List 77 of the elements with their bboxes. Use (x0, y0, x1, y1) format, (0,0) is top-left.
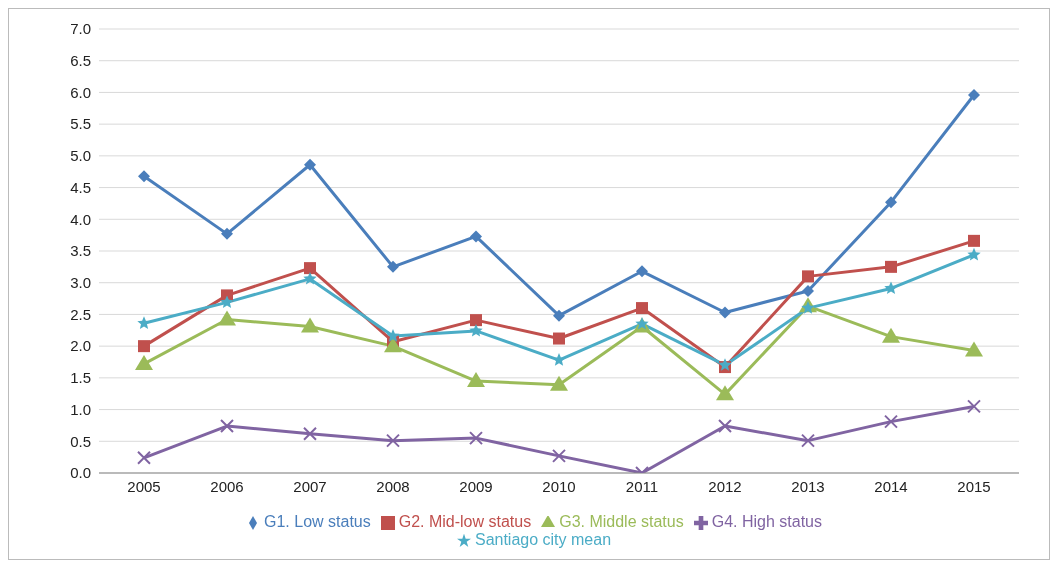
y-tick-label: 6.0 (70, 83, 91, 101)
y-tick-label: 0.0 (70, 464, 91, 482)
x-tick-label: 2008 (376, 477, 410, 495)
y-tick-label: 6.5 (70, 52, 91, 70)
point (301, 317, 319, 333)
point (553, 309, 565, 322)
point (386, 433, 400, 448)
y-tick-label: 3.0 (70, 274, 91, 292)
point (304, 262, 316, 275)
point (138, 170, 150, 183)
point (220, 419, 234, 434)
y-tick-label: 1.0 (70, 400, 91, 418)
point (470, 230, 482, 243)
y-tick-label: 5.5 (70, 115, 91, 133)
point (221, 227, 233, 240)
point (802, 284, 814, 297)
point (636, 265, 648, 278)
point (884, 414, 898, 429)
point (138, 340, 150, 353)
point (802, 270, 814, 283)
x-tick-label: 2011 (625, 477, 659, 495)
point (467, 372, 485, 388)
point (303, 271, 317, 285)
legend-label: Santiago city mean (474, 531, 612, 548)
point (885, 260, 897, 273)
legend-label: G3. Middle status (559, 513, 684, 530)
point (552, 448, 566, 463)
x-tick-label: 2013 (791, 477, 825, 495)
x-tick-label: 2005 (127, 477, 161, 495)
x-tick-label: 2009 (459, 477, 493, 495)
legend-label: G2. Mid-low status (398, 513, 532, 530)
point (885, 196, 897, 209)
point (884, 281, 898, 295)
y-tick-label: 4.5 (70, 178, 91, 196)
point (718, 419, 732, 434)
point (550, 375, 568, 391)
point (137, 316, 151, 329)
point (384, 337, 402, 353)
point (470, 314, 482, 327)
x-tick-label: 2010 (542, 477, 576, 495)
point (801, 433, 815, 448)
point (967, 399, 981, 414)
point (303, 426, 317, 441)
point (719, 306, 731, 319)
y-tick-label: 2.0 (70, 337, 91, 355)
x-tick-label: 2014 (874, 477, 908, 495)
point (553, 332, 565, 345)
point (137, 450, 151, 465)
x-tick-label: 2006 (210, 477, 244, 495)
point (968, 234, 980, 247)
point (716, 385, 734, 401)
y-tick-label: 5.0 (70, 147, 91, 165)
point (965, 341, 983, 357)
point (220, 295, 234, 309)
point (386, 328, 400, 342)
y-tick-label: 2.5 (70, 305, 91, 323)
y-tick-label: 1.5 (70, 369, 91, 387)
point (882, 327, 900, 343)
legend-label: G4. High status (711, 513, 822, 530)
point (967, 247, 981, 261)
y-tick-label: 4.0 (70, 210, 91, 228)
legend-label: G1. Low status (264, 513, 371, 530)
point (469, 431, 483, 446)
x-tick-label: 2015 (957, 477, 991, 495)
y-tick-label: 7.0 (70, 20, 91, 38)
point (387, 260, 399, 273)
point (304, 158, 316, 171)
point (968, 88, 980, 101)
y-tick-label: 0.5 (70, 432, 91, 450)
x-tick-label: 2012 (708, 477, 742, 495)
point (135, 354, 153, 370)
point (218, 310, 236, 326)
x-tick-label: 2007 (293, 477, 327, 495)
point (469, 323, 483, 337)
y-tick-label: 3.5 (70, 242, 91, 260)
point (801, 301, 815, 314)
point (636, 302, 648, 315)
